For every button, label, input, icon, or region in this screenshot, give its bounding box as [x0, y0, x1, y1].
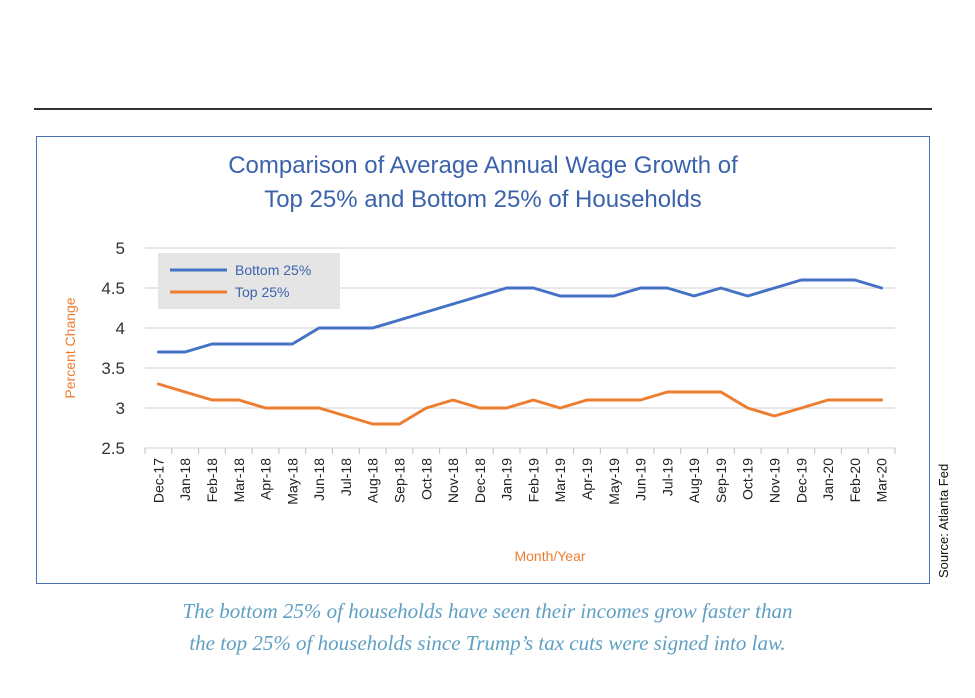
- y-tick-label: 4.5: [101, 279, 125, 298]
- x-tick-label: Feb-18: [204, 458, 220, 503]
- x-tick-label: Aug-19: [686, 458, 702, 503]
- x-tick-label: Nov-19: [766, 458, 782, 503]
- x-tick-label: Mar-19: [552, 458, 568, 503]
- legend-label: Top 25%: [235, 284, 289, 300]
- x-tick-label: Jun-19: [633, 458, 649, 501]
- x-tick-label: Mar-18: [231, 458, 247, 503]
- caption-line-1: The bottom 25% of households have seen t…: [182, 599, 793, 623]
- x-tick-label: Feb-20: [847, 458, 863, 503]
- x-tick-label: Oct-19: [740, 458, 756, 500]
- x-tick-label: Apr-18: [258, 458, 274, 500]
- x-tick-label: Feb-19: [525, 458, 541, 503]
- y-axis-title: Percent Change: [62, 297, 78, 398]
- series-line-top-25: [156, 382, 884, 426]
- x-tick-label: Jun-18: [311, 458, 327, 501]
- x-axis-title: Month/Year: [514, 548, 585, 564]
- y-tick-label: 3.5: [101, 359, 125, 378]
- x-tick-label: Oct-18: [418, 458, 434, 500]
- legend-box: [158, 253, 340, 309]
- y-tick-label: 4: [116, 319, 125, 338]
- chart-title-line-1: Comparison of Average Annual Wage Growth…: [228, 152, 738, 179]
- top-divider: [34, 108, 932, 110]
- x-tick-label: Dec-19: [793, 458, 809, 503]
- caption-line-2: the top 25% of households since Trump’s …: [189, 631, 786, 655]
- x-tick-label: May-18: [284, 458, 300, 505]
- x-tick-label: Jan-20: [820, 458, 836, 501]
- x-tick-label: Apr-19: [579, 458, 595, 500]
- y-tick-label: 2.5: [101, 439, 125, 458]
- chart-title-line-2: Top 25% and Bottom 25% of Households: [264, 186, 702, 213]
- source-note: Source: Atlanta Fed: [936, 463, 951, 578]
- y-tick-label: 3: [116, 399, 125, 418]
- series-line-bottom-25: [156, 278, 884, 354]
- x-tick-label: Jul-19: [659, 458, 675, 496]
- x-tick-label: Sep-19: [713, 458, 729, 503]
- x-tick-label: Jan-19: [499, 458, 515, 501]
- line-chart: 2.5 3 3.5 4 4.5 5 Dec-17 Jan-18 Feb-18 Mar-18 Apr-…: [62, 239, 896, 564]
- x-tick-label: Nov-18: [445, 458, 461, 503]
- x-tick-label: Jan-18: [177, 458, 193, 501]
- chart-container: Comparison of Average Annual Wage Growth…: [36, 136, 930, 584]
- y-tick-label: 5: [116, 239, 125, 258]
- legend-label: Bottom 25%: [235, 262, 311, 278]
- x-tick-label: Mar-20: [874, 458, 890, 503]
- x-tick-label: Jul-18: [338, 458, 354, 496]
- x-tick-label: May-19: [606, 458, 622, 505]
- x-tick-label: Dec-18: [472, 458, 488, 503]
- x-tick-label: Sep-18: [391, 458, 407, 503]
- x-tick-label: Aug-18: [365, 458, 381, 503]
- x-tick-label: Dec-17: [150, 458, 166, 503]
